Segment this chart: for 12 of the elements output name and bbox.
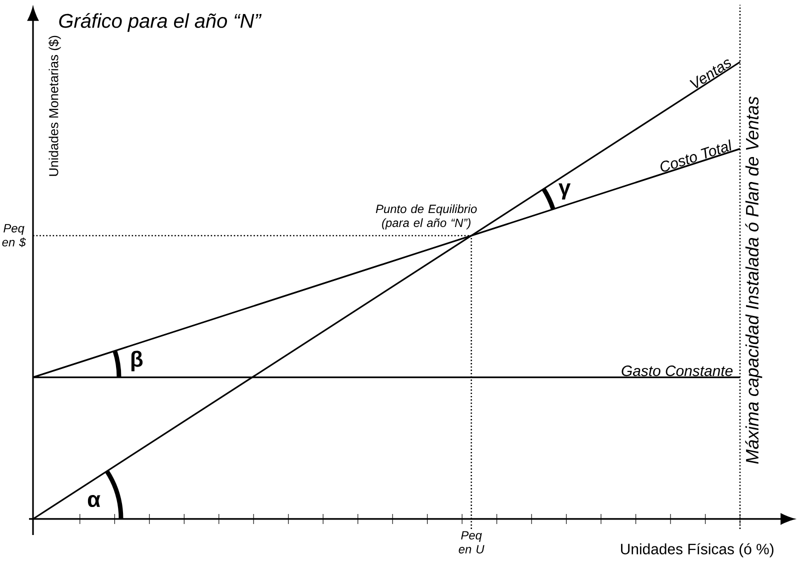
text: Costo Total	[660, 139, 732, 172]
annotation: Máxima capacidad Instalada ó Plan de Ventas	[745, 96, 762, 464]
annotation: Peq en $	[2, 224, 26, 248]
annotation: γ	[558, 183, 571, 200]
annotation: β	[131, 350, 143, 372]
text: Peq en U	[458, 531, 484, 554]
annotation: Punto de Equilibrio (para el año “N”)	[376, 204, 477, 230]
chart-title: Gráfico para el año “N”	[59, 13, 262, 32]
x-axis-title: Unidades Físicas (ó %)	[621, 543, 774, 558]
annotation: α	[88, 495, 100, 508]
series-label: Gasto Constante	[622, 366, 733, 376]
y-axis-title: Unidades Monetarias ($)	[48, 36, 61, 176]
